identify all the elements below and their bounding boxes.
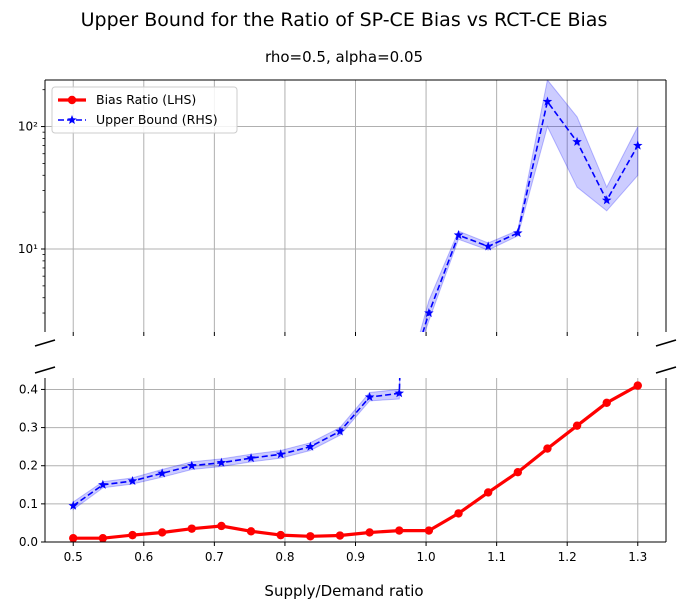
x-tick-label: 0.5 xyxy=(64,550,83,564)
bias-ratio-point xyxy=(395,526,404,535)
legend-label-bias-ratio: Bias Ratio (LHS) xyxy=(96,92,196,107)
bias-ratio-point xyxy=(335,531,345,540)
x-axis-label: Supply/Demand ratio xyxy=(264,582,423,600)
legend-marker-upper-bound xyxy=(67,115,77,125)
x-tick-label: 1.1 xyxy=(487,550,506,564)
bias-ratio-point xyxy=(424,526,434,535)
plot-layer: 0.5 0.6 0.7 0.8 0.9 1.0 1.1 1.2 1.3 10¹ 10² 0.0 0.1 0… xyxy=(18,79,677,564)
bias-ratio-point xyxy=(602,398,611,407)
upper-bound-band-top xyxy=(419,80,639,332)
bias-ratio-point xyxy=(187,524,196,533)
upper-bound-point xyxy=(364,392,375,402)
upper-bound-point xyxy=(542,96,553,106)
upper-bound-line-top xyxy=(422,99,639,332)
y-tick-label-bottom: 0.0 xyxy=(19,535,38,549)
bias-ratio-point xyxy=(157,528,167,537)
bias-ratio-line xyxy=(73,384,639,540)
bias-ratio-point xyxy=(217,521,226,531)
x-tick-label: 1.0 xyxy=(417,550,436,564)
upper-bound-point xyxy=(394,388,405,398)
axis-break-mark-right-top xyxy=(655,339,677,347)
upper-bound-point xyxy=(127,475,138,486)
upper-bound-point xyxy=(246,453,256,463)
upper-bound-point xyxy=(633,140,643,150)
axis-break-mark-left-top xyxy=(34,339,56,347)
upper-bound-point xyxy=(216,457,227,467)
legend-label-upper-bound: Upper Bound (RHS) xyxy=(96,112,218,127)
legend-marker-bias-ratio xyxy=(67,95,77,105)
upper-bound-band-bottom xyxy=(72,378,401,511)
upper-bound-point xyxy=(305,441,316,451)
y-tick-label-bottom: 0.1 xyxy=(19,497,38,511)
bias-ratio-point xyxy=(513,468,523,477)
y-tick-label-top: 10² xyxy=(18,120,38,134)
upper-bound-point xyxy=(68,500,78,510)
bias-ratio-point xyxy=(98,533,108,542)
legend: Bias Ratio (LHS) Upper Bound (RHS) xyxy=(51,86,238,134)
y-tick-label-bottom: 0.3 xyxy=(19,421,38,435)
legend-box xyxy=(51,86,238,134)
x-tick-label: 0.9 xyxy=(346,550,365,564)
bias-ratio-point xyxy=(246,527,256,536)
chart-subtitle: rho=0.5, alpha=0.05 xyxy=(265,48,423,66)
y-tick-label-bottom: 0.4 xyxy=(19,382,38,396)
y-tick-label-bottom: 0.2 xyxy=(19,459,38,473)
upper-bound-point xyxy=(453,230,464,240)
upper-bound-point xyxy=(424,308,434,318)
upper-bound-point xyxy=(335,426,345,436)
bias-ratio-point xyxy=(633,381,642,390)
bias-ratio-point xyxy=(454,509,463,518)
y-tick-label-top: 10¹ xyxy=(18,242,38,256)
bias-ratio-point xyxy=(572,421,582,430)
upper-bound-point xyxy=(187,460,197,470)
axis-break-mark-right-bottom xyxy=(655,366,677,374)
upper-bound-point xyxy=(601,195,612,205)
bias-ratio-point xyxy=(69,533,78,542)
upper-bound-point xyxy=(98,479,108,489)
x-tick-label: 1.3 xyxy=(628,550,647,564)
upper-bound-point xyxy=(572,136,582,146)
chart-title: Upper Bound for the Ratio of SP-CE Bias … xyxy=(81,9,608,31)
upper-bound-point xyxy=(513,228,523,238)
x-tick-label: 0.8 xyxy=(275,550,294,564)
x-tick-label: 0.6 xyxy=(134,550,153,564)
bias-ratio-point xyxy=(276,530,285,540)
bias-ratio-point xyxy=(543,444,552,453)
bias-ratio-point xyxy=(483,488,493,497)
bias-ratio-point xyxy=(128,530,137,540)
bias-ratio-point xyxy=(306,532,315,541)
upper-bound-point xyxy=(275,449,286,459)
bottom-panel-clip-group xyxy=(68,378,642,542)
bias-ratio-point xyxy=(365,528,374,537)
x-tick-label: 0.7 xyxy=(205,550,224,564)
upper-bound-line-bottom xyxy=(72,378,401,507)
upper-bound-point xyxy=(157,468,167,478)
x-tick-label: 1.2 xyxy=(558,550,577,564)
upper-bound-point xyxy=(483,241,493,251)
top-panel-clip-group xyxy=(419,80,643,332)
axis-break-mark-left-bottom xyxy=(34,366,56,374)
